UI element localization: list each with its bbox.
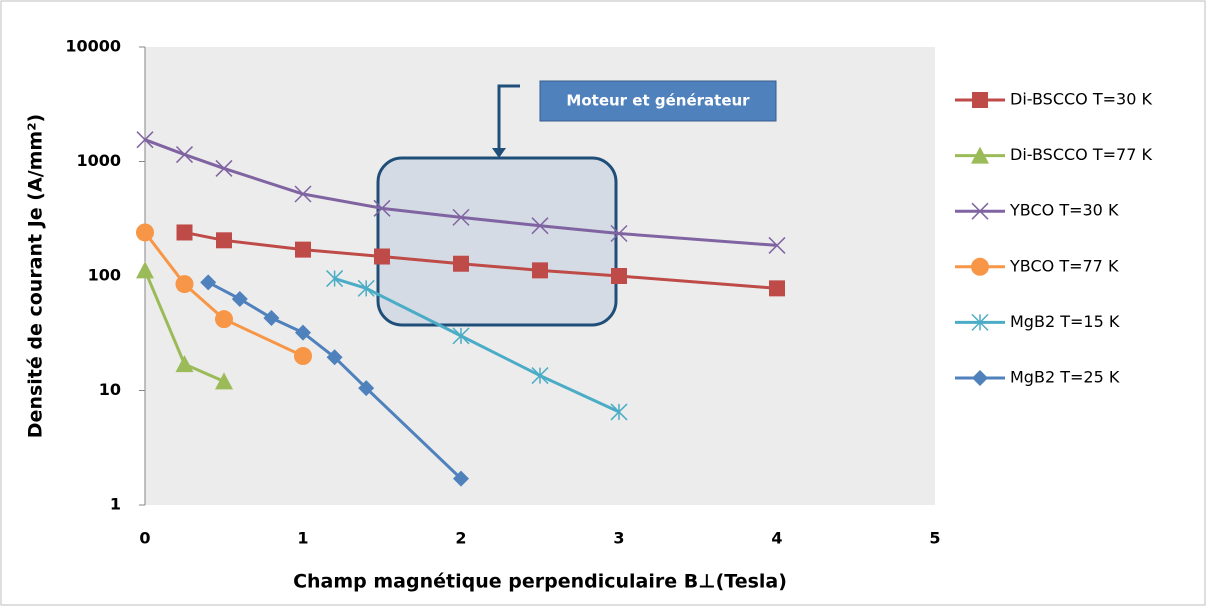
- marker-x: [610, 224, 628, 243]
- marker-x: [971, 202, 989, 220]
- x-tick-label: 0: [139, 529, 150, 548]
- marker-square: [972, 92, 988, 108]
- marker-x: [373, 199, 391, 217]
- marker-asterisk: [326, 270, 344, 288]
- annotation: Moteur et générateur: [566, 92, 750, 110]
- marker-square: [176, 224, 193, 241]
- legend-label: Di-BSCCO T=30 K: [1010, 90, 1152, 109]
- marker-diamond: [326, 349, 343, 366]
- marker-diamond: [295, 324, 311, 341]
- marker-triangle: [215, 372, 233, 390]
- marker-triangle: [971, 146, 989, 164]
- marker-circle: [294, 347, 312, 366]
- marker-square: [611, 268, 627, 284]
- marker-square: [295, 241, 311, 258]
- marker-square: [532, 262, 548, 279]
- x-axis-label: Champ magnétique perpendiculaire B⊥(Tesl…: [293, 571, 787, 593]
- marker-asterisk: [452, 327, 470, 345]
- legend-label: YBCO T=30 K: [1009, 201, 1119, 220]
- y-tick-label: 10: [99, 380, 121, 399]
- x-tick-label: 2: [455, 529, 466, 548]
- legend-label: MgB2 T=15 K: [1010, 312, 1120, 331]
- x-tick-label: 3: [613, 529, 624, 548]
- marker-circle: [136, 223, 154, 242]
- marker-circle: [971, 257, 989, 276]
- marker-square: [453, 255, 469, 272]
- marker-x: [215, 159, 233, 177]
- legend-label: Di-BSCCO T=77 K: [1010, 145, 1152, 164]
- x-tick-label: 1: [297, 529, 308, 548]
- marker-diamond: [231, 290, 248, 307]
- annotation-region: [376, 156, 618, 327]
- annotation-arrow: [497, 84, 520, 156]
- marker-asterisk: [357, 279, 375, 297]
- marker-x: [175, 146, 194, 164]
- marker-triangle: [136, 261, 154, 279]
- marker-x: [452, 208, 470, 226]
- marker-diamond: [200, 274, 217, 291]
- marker-square: [374, 248, 390, 265]
- marker-x: [136, 131, 154, 149]
- marker-circle: [215, 310, 233, 329]
- marker-square: [216, 232, 232, 249]
- marker-asterisk: [971, 313, 989, 331]
- marker-x: [768, 236, 786, 254]
- y-axis-label: Densité de courant Je (A/mm²): [25, 114, 47, 438]
- marker-x: [294, 185, 312, 203]
- series-line: [143, 231, 304, 358]
- annotation-arrow-head: [492, 148, 506, 158]
- marker-diamond: [263, 309, 280, 326]
- marker-asterisk: [610, 403, 628, 421]
- y-tick-label: 1000: [76, 151, 121, 170]
- legend-label: YBCO T=77 K: [1009, 256, 1119, 275]
- marker-square: [769, 280, 785, 297]
- y-tick-label: 1: [110, 495, 121, 514]
- marker-triangle: [175, 355, 194, 373]
- x-tick-label: 4: [771, 529, 782, 548]
- marker-diamond: [453, 470, 469, 487]
- y-tick-label: 10000: [65, 37, 121, 56]
- marker-diamond: [358, 380, 375, 397]
- series-line: [184, 230, 778, 290]
- marker-circle: [175, 275, 194, 294]
- legend-label: MgB2 T=25 K: [1010, 368, 1120, 387]
- x-tick-label: 5: [929, 529, 940, 548]
- marker-diamond: [972, 370, 988, 386]
- marker-asterisk: [531, 367, 549, 385]
- marker-x: [531, 217, 549, 235]
- y-tick-label: 100: [88, 266, 121, 285]
- annotation-box: [539, 80, 777, 122]
